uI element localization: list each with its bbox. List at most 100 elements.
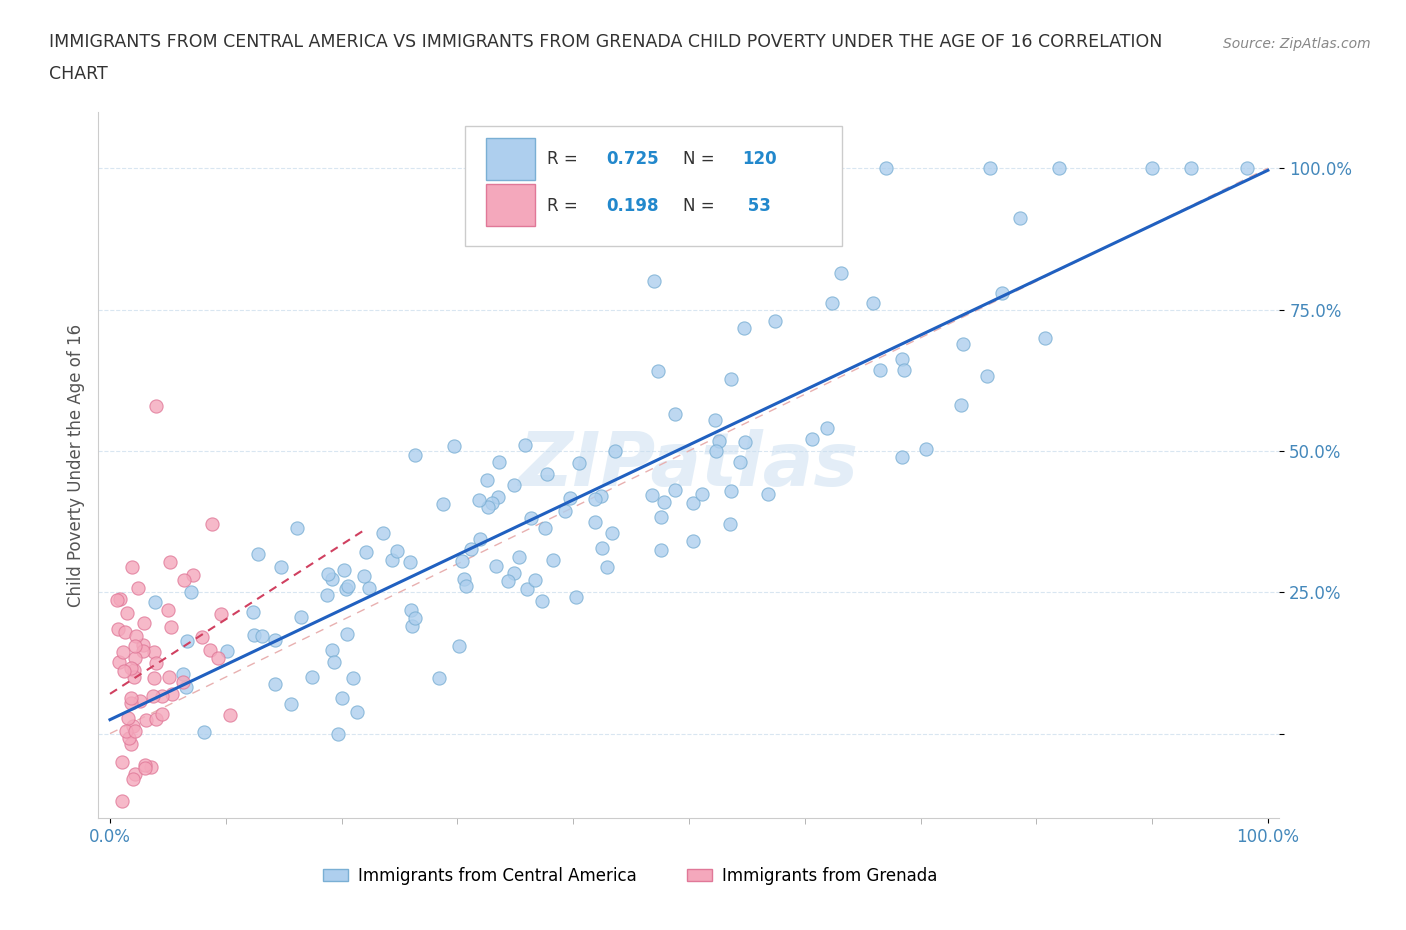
Point xyxy=(152,707,174,722)
Point xyxy=(124,639,146,654)
Point xyxy=(335,582,357,597)
Point xyxy=(108,591,131,606)
Point xyxy=(357,580,380,595)
Point xyxy=(583,514,606,529)
Point xyxy=(432,497,454,512)
Point xyxy=(315,588,337,603)
Point xyxy=(215,644,238,658)
Text: R =: R = xyxy=(547,196,583,215)
Point xyxy=(1236,161,1258,176)
Point xyxy=(641,487,664,502)
Point xyxy=(198,643,221,658)
Point xyxy=(121,560,143,575)
Point xyxy=(952,337,974,352)
Point xyxy=(976,368,998,383)
Point xyxy=(336,626,359,641)
Point xyxy=(454,578,477,593)
Point xyxy=(591,540,613,555)
Point xyxy=(399,603,422,618)
Text: IMMIGRANTS FROM CENTRAL AMERICA VS IMMIGRANTS FROM GRENADA CHILD POVERTY UNDER T: IMMIGRANTS FROM CENTRAL AMERICA VS IMMIG… xyxy=(49,33,1163,50)
Point xyxy=(484,558,506,573)
Point xyxy=(682,496,704,511)
Point xyxy=(336,578,359,593)
Text: R =: R = xyxy=(547,150,583,168)
Point xyxy=(191,630,214,644)
Point xyxy=(643,273,665,288)
Point xyxy=(346,704,368,719)
Point xyxy=(124,724,146,738)
Point xyxy=(122,771,145,786)
Point xyxy=(353,569,375,584)
Point xyxy=(118,730,141,745)
Point xyxy=(707,434,730,449)
Point xyxy=(450,554,472,569)
Point xyxy=(145,711,167,726)
Point xyxy=(979,161,1001,176)
Point xyxy=(536,467,558,482)
Point xyxy=(124,766,146,781)
Point xyxy=(285,520,308,535)
Point xyxy=(1140,161,1163,176)
Point xyxy=(125,629,148,644)
Point xyxy=(134,758,156,773)
Point xyxy=(520,511,543,525)
Point xyxy=(127,581,149,596)
Text: Source: ZipAtlas.com: Source: ZipAtlas.com xyxy=(1223,37,1371,51)
Point xyxy=(180,585,202,600)
Point xyxy=(565,590,588,604)
Point xyxy=(131,644,153,658)
Point xyxy=(568,456,591,471)
FancyBboxPatch shape xyxy=(486,184,536,226)
Point xyxy=(950,397,973,412)
Point xyxy=(893,363,915,378)
Point xyxy=(373,525,395,540)
Point xyxy=(143,594,166,609)
Point xyxy=(159,554,181,569)
Point xyxy=(141,759,163,774)
Point xyxy=(468,531,491,546)
Point xyxy=(915,441,938,456)
Point xyxy=(650,542,672,557)
Point xyxy=(219,708,242,723)
Point xyxy=(112,663,135,678)
Point xyxy=(134,760,156,775)
Point xyxy=(333,563,356,578)
Point xyxy=(385,543,408,558)
Point xyxy=(603,444,626,458)
Point xyxy=(129,694,152,709)
Point xyxy=(704,413,727,428)
Point xyxy=(1033,330,1056,345)
Point xyxy=(142,688,165,703)
Point xyxy=(135,712,157,727)
Point xyxy=(515,438,537,453)
Point xyxy=(1180,161,1202,176)
Point xyxy=(734,434,756,449)
Point xyxy=(427,671,450,685)
Point xyxy=(869,363,891,378)
Text: CHART: CHART xyxy=(49,65,108,83)
Point xyxy=(460,542,482,557)
Point xyxy=(270,559,292,574)
Point xyxy=(242,604,264,619)
Point xyxy=(157,670,180,684)
Point xyxy=(120,696,142,711)
Point xyxy=(131,638,153,653)
Text: 120: 120 xyxy=(742,150,776,168)
Point xyxy=(152,689,174,704)
Point xyxy=(316,566,339,581)
Text: ZIPatlas: ZIPatlas xyxy=(519,429,859,501)
Point xyxy=(543,552,565,567)
Point xyxy=(176,633,198,648)
Point xyxy=(647,364,669,379)
Point xyxy=(172,667,194,682)
Point xyxy=(801,432,824,446)
Point xyxy=(523,572,546,587)
Point xyxy=(890,449,912,464)
Point xyxy=(475,472,498,487)
Point xyxy=(650,510,672,525)
Point xyxy=(830,265,852,280)
FancyBboxPatch shape xyxy=(464,126,842,246)
Text: N =: N = xyxy=(683,150,720,168)
Point xyxy=(591,488,613,503)
Point xyxy=(115,724,138,738)
